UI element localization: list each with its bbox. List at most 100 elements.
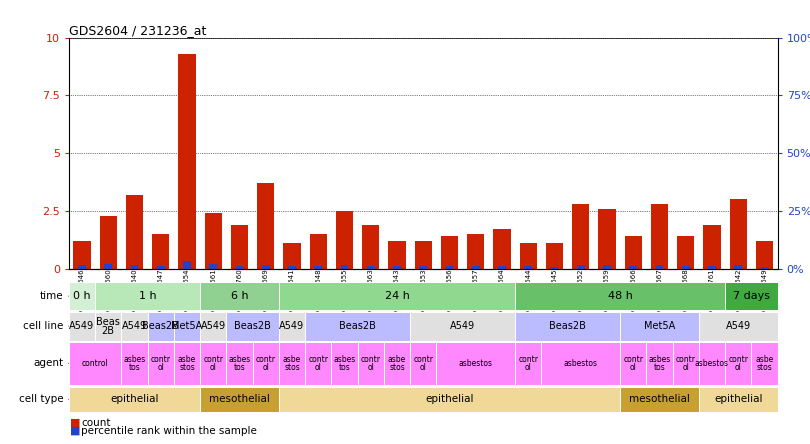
Text: Met5A: Met5A xyxy=(644,321,675,331)
Bar xyxy=(415,241,432,269)
Bar xyxy=(703,225,721,269)
Bar xyxy=(446,266,454,269)
Text: contr
ol: contr ol xyxy=(676,355,696,372)
Text: asbestos: asbestos xyxy=(695,359,729,368)
Text: 24 h: 24 h xyxy=(385,291,409,301)
Bar xyxy=(104,265,112,269)
Text: asbestos: asbestos xyxy=(564,359,598,368)
Text: contr
ol: contr ol xyxy=(413,355,433,372)
Text: agent: agent xyxy=(33,358,63,369)
Bar xyxy=(572,204,589,269)
Bar xyxy=(655,265,663,269)
Bar xyxy=(498,266,505,269)
Text: asbes
tos: asbes tos xyxy=(228,355,250,372)
Bar xyxy=(367,266,374,269)
Bar xyxy=(78,265,86,269)
Bar xyxy=(730,199,747,269)
Text: A549: A549 xyxy=(279,321,305,331)
Text: Met5A: Met5A xyxy=(172,321,202,331)
Bar xyxy=(262,265,270,269)
Text: mesothelial: mesothelial xyxy=(209,394,270,404)
Text: 48 h: 48 h xyxy=(608,291,633,301)
Text: epithelial: epithelial xyxy=(110,394,159,404)
Bar xyxy=(389,241,406,269)
Text: A549: A549 xyxy=(70,321,95,331)
Bar xyxy=(520,243,537,269)
Text: 6 h: 6 h xyxy=(231,291,249,301)
Bar xyxy=(258,183,275,269)
Bar xyxy=(152,234,169,269)
Bar xyxy=(524,266,532,269)
Text: Beas2B: Beas2B xyxy=(234,321,271,331)
Bar xyxy=(288,266,296,269)
Bar xyxy=(708,266,716,269)
Bar xyxy=(178,54,195,269)
Text: mesothelial: mesothelial xyxy=(629,394,690,404)
Text: contr
ol: contr ol xyxy=(623,355,643,372)
Bar xyxy=(677,236,694,269)
Text: Beas2B: Beas2B xyxy=(143,321,179,331)
Bar xyxy=(100,215,117,269)
Bar xyxy=(546,243,563,269)
Text: 7 days: 7 days xyxy=(733,291,770,301)
Text: ■: ■ xyxy=(70,418,81,428)
Bar xyxy=(756,241,773,269)
Text: 1 h: 1 h xyxy=(139,291,156,301)
Bar xyxy=(577,265,585,269)
Text: contr
ol: contr ol xyxy=(360,355,381,372)
Bar xyxy=(362,225,379,269)
Bar xyxy=(393,266,401,269)
Text: A549: A549 xyxy=(450,321,475,331)
Text: asbe
stos: asbe stos xyxy=(178,355,196,372)
Bar xyxy=(236,266,243,269)
Bar xyxy=(629,266,637,269)
Bar xyxy=(472,266,480,269)
Bar xyxy=(651,204,668,269)
Text: asbestos: asbestos xyxy=(458,359,492,368)
Bar xyxy=(205,213,222,269)
Bar xyxy=(74,241,91,269)
Bar xyxy=(341,265,348,269)
Text: 0 h: 0 h xyxy=(73,291,91,301)
Bar xyxy=(126,195,143,269)
Bar xyxy=(130,265,139,269)
Text: asbes
tos: asbes tos xyxy=(334,355,356,372)
Text: epithelial: epithelial xyxy=(425,394,474,404)
Text: asbe
stos: asbe stos xyxy=(756,355,774,372)
Text: cell line: cell line xyxy=(23,321,63,331)
Bar xyxy=(284,243,301,269)
Text: control: control xyxy=(82,359,109,368)
Text: asbe
stos: asbe stos xyxy=(283,355,301,372)
Text: contr
ol: contr ol xyxy=(256,355,275,372)
Text: contr
ol: contr ol xyxy=(151,355,171,372)
Text: Beas
2B: Beas 2B xyxy=(96,317,120,336)
Text: contr
ol: contr ol xyxy=(309,355,328,372)
Text: A549: A549 xyxy=(201,321,226,331)
Text: count: count xyxy=(81,418,110,428)
Text: asbe
stos: asbe stos xyxy=(388,355,406,372)
Bar xyxy=(309,234,326,269)
Text: GDS2604 / 231236_at: GDS2604 / 231236_at xyxy=(69,24,207,36)
Text: A549: A549 xyxy=(726,321,751,331)
Text: asbes
tos: asbes tos xyxy=(123,355,146,372)
Bar xyxy=(441,236,458,269)
Text: contr
ol: contr ol xyxy=(518,355,538,372)
Bar xyxy=(603,265,611,269)
Text: time: time xyxy=(40,291,63,301)
Text: Beas2B: Beas2B xyxy=(339,321,376,331)
Text: A549: A549 xyxy=(122,321,147,331)
Text: cell type: cell type xyxy=(19,394,63,404)
Text: percentile rank within the sample: percentile rank within the sample xyxy=(81,426,257,436)
Bar xyxy=(599,209,616,269)
Text: Beas2B: Beas2B xyxy=(549,321,586,331)
Bar xyxy=(157,266,164,269)
Bar xyxy=(735,265,742,269)
Bar xyxy=(231,225,248,269)
Bar xyxy=(625,236,642,269)
Bar xyxy=(761,266,769,269)
Text: ■: ■ xyxy=(70,426,81,436)
Bar xyxy=(551,266,558,269)
Text: asbes
tos: asbes tos xyxy=(648,355,671,372)
Bar xyxy=(336,211,353,269)
Bar xyxy=(493,230,510,269)
